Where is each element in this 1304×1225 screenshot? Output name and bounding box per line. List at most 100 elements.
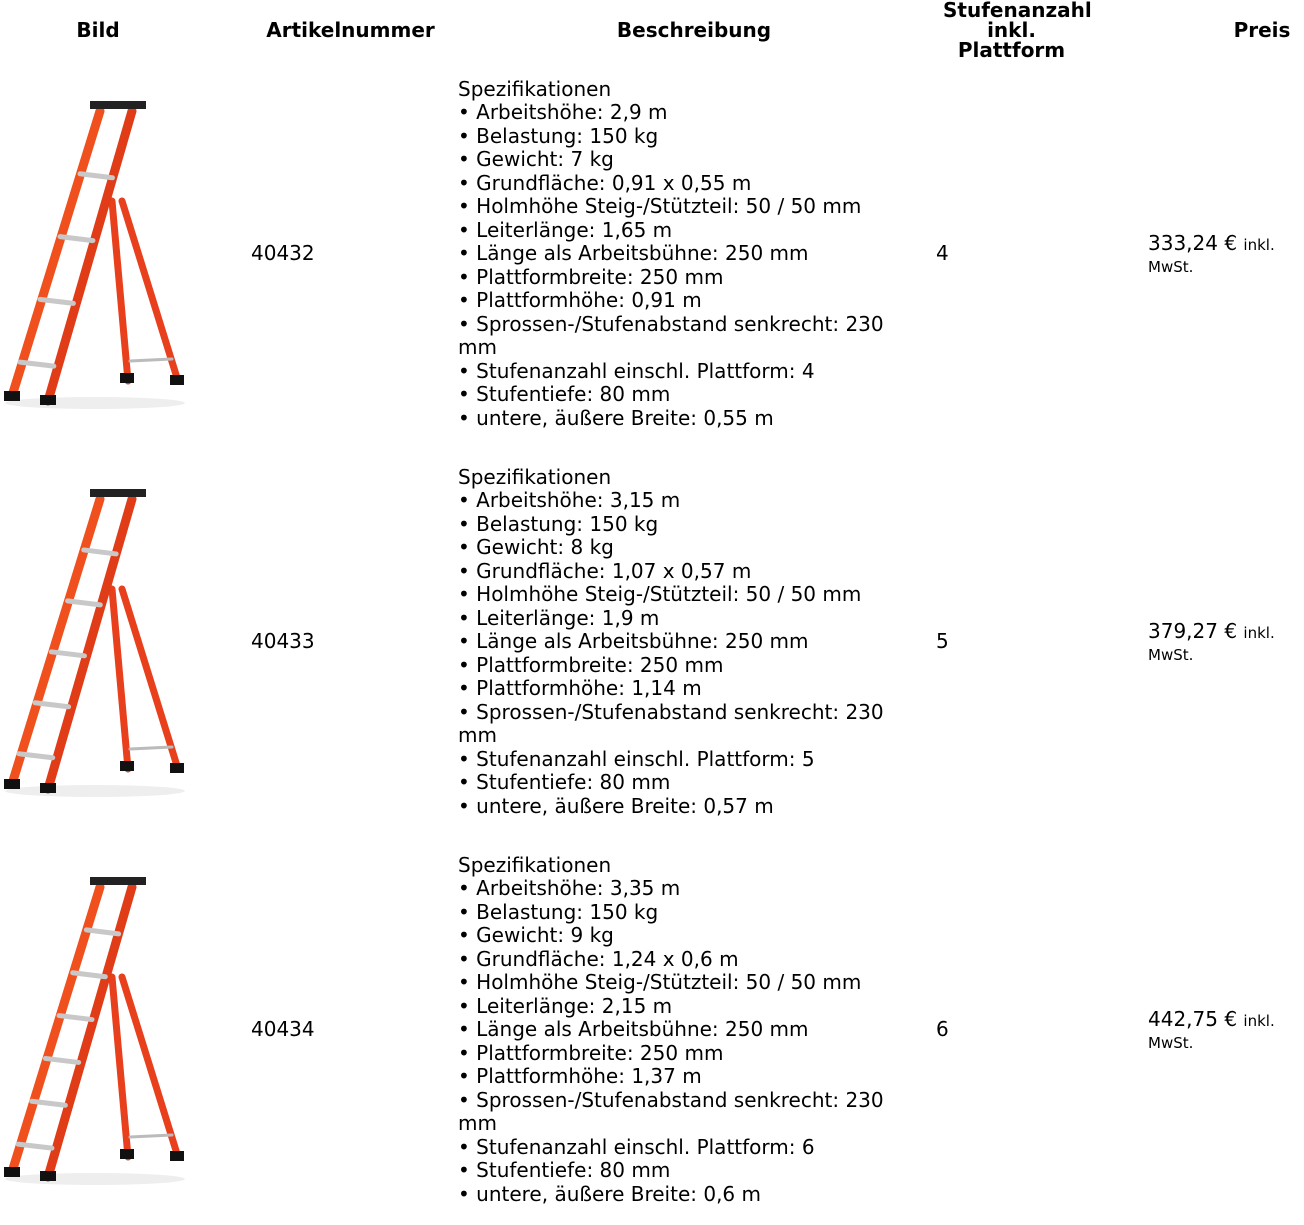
front-rail — [7, 494, 105, 789]
header-cell: Artikelnummer — [266, 18, 435, 42]
spec-item: • Holmhöhe Steig-/Stützteil: 50 / 50 mm — [458, 194, 862, 219]
foot — [170, 375, 184, 386]
price: 442,75 € — [1148, 1007, 1238, 1031]
image-cell — [0, 836, 196, 1224]
description-cell: Spezifikationen • Arbeitshöhe: 3,15 m • Be… — [455, 448, 933, 836]
shadow — [5, 397, 185, 410]
step-count: 5 — [936, 629, 949, 654]
foot — [4, 391, 20, 402]
spec-item: • Gewicht: 8 kg — [458, 535, 614, 560]
steps-cell: 4 — [933, 60, 1140, 448]
article-cell: 40434 — [196, 836, 455, 1224]
foot — [40, 1171, 56, 1182]
spec-heading: Spezifikationen — [458, 76, 612, 101]
spec-item: • Sprossen-/Stufenabstand senkrecht: 230… — [458, 699, 884, 748]
step — [37, 297, 76, 307]
spec-item: • Plattformhöhe: 0,91 m — [458, 288, 702, 313]
description-cell: Spezifikationen • Arbeitshöhe: 2,9 m • Bel… — [455, 60, 933, 448]
foot — [4, 779, 20, 790]
spec-heading: Spezifikationen — [458, 464, 612, 489]
product-row: 40432 Spezifikationen • Arbeitshöhe: 2,9 m… — [0, 60, 1304, 448]
front-rail — [7, 882, 105, 1177]
spec-heading: Spezifikationen — [458, 852, 612, 877]
spec-item: • Arbeitshöhe: 2,9 m — [458, 100, 668, 125]
step-count: 4 — [936, 241, 949, 266]
step — [32, 700, 72, 710]
header-cell: Beschreibung — [616, 18, 772, 42]
image-cell — [0, 60, 196, 448]
foot — [170, 763, 184, 774]
step — [57, 234, 96, 244]
price-note: inkl. MwSt. — [1148, 624, 1275, 664]
spec-item: • Plattformbreite: 250 mm — [458, 264, 724, 289]
brace — [128, 357, 174, 363]
product-image — [4, 489, 185, 798]
front-rail — [43, 106, 137, 406]
price-cell: 333,24 € inkl. MwSt. — [1140, 60, 1304, 448]
article-cell: 40433 — [196, 448, 455, 836]
spec-item: • Stufenanzahl einschl. Plattform: 5 — [458, 746, 815, 771]
brace — [128, 745, 174, 751]
front-rail — [7, 106, 105, 401]
brace — [128, 1133, 174, 1139]
header-cell: Preis — [1233, 18, 1291, 42]
article-cell: 40432 — [196, 60, 455, 448]
spec-item: • Länge als Arbeitsbühne: 250 mm — [458, 1017, 809, 1042]
foot — [120, 373, 134, 384]
foot — [120, 1149, 134, 1160]
spec-item: • Plattformhöhe: 1,37 m — [458, 1064, 702, 1089]
spec-item: • Leiterlänge: 1,65 m — [458, 217, 673, 242]
platform — [90, 101, 146, 110]
spec-item: • Plattformhöhe: 1,14 m — [458, 676, 702, 701]
platform — [90, 877, 146, 886]
spec-item: • Belastung: 150 kg — [458, 899, 659, 924]
price-cell: 379,27 € inkl. MwSt. — [1140, 448, 1304, 836]
foot — [40, 783, 56, 794]
price-note: inkl. MwSt. — [1148, 236, 1275, 276]
price-note: inkl. MwSt. — [1148, 1012, 1275, 1052]
step — [56, 1013, 95, 1023]
spec-item: • Länge als Arbeitsbühne: 250 mm — [458, 629, 809, 654]
spec-item: • Stufenanzahl einschl. Plattform: 6 — [458, 1134, 815, 1159]
front-rail — [43, 494, 137, 794]
spec-item: • Gewicht: 7 kg — [458, 147, 614, 172]
spec-item: • Holmhöhe Steig-/Stützteil: 50 / 50 mm — [458, 970, 862, 995]
foot — [120, 761, 134, 772]
article-number: 40432 — [251, 241, 315, 266]
rear-rail — [108, 973, 132, 1161]
spec-item: • Holmhöhe Steig-/Stützteil: 50 / 50 mm — [458, 582, 862, 607]
spec-item: • Stufentiefe: 80 mm — [458, 382, 671, 407]
step — [81, 547, 119, 557]
shadow — [5, 785, 185, 798]
spec-item: • Grundfläche: 1,24 x 0,6 m — [458, 946, 739, 971]
spec-item: • untere, äußere Breite: 0,55 m — [458, 405, 774, 430]
spec-item: • Länge als Arbeitsbühne: 250 mm — [458, 241, 809, 266]
step — [83, 927, 122, 937]
step — [16, 751, 56, 761]
step — [17, 359, 57, 369]
spec-item: • Grundfläche: 1,07 x 0,57 m — [458, 558, 752, 583]
platform — [90, 489, 146, 498]
step — [65, 598, 103, 608]
article-number: 40433 — [251, 629, 315, 654]
step — [15, 1141, 55, 1151]
rear-rail — [118, 585, 182, 773]
header-row: Bild Artikelnummer Beschreibung Stufenan… — [0, 0, 1304, 60]
spec-item: • Sprossen-/Stufenabstand senkrecht: 230… — [458, 1087, 884, 1136]
rear-rail — [108, 585, 132, 773]
spec-item: • Belastung: 150 kg — [458, 123, 659, 148]
rear-rail — [108, 197, 132, 385]
step-count: 6 — [936, 1017, 949, 1042]
product-image — [4, 101, 185, 410]
table-body: 40432 Spezifikationen • Arbeitshöhe: 2,9 m… — [0, 60, 1304, 1224]
step — [48, 649, 87, 659]
spec-item: • Gewicht: 9 kg — [458, 923, 614, 948]
header-cell: Bild — [76, 18, 120, 42]
foot — [170, 1151, 184, 1162]
rear-rail — [118, 197, 182, 385]
foot — [40, 395, 56, 406]
spec-item: • Plattformbreite: 250 mm — [458, 1040, 724, 1065]
spec-item: • Arbeitshöhe: 3,15 m — [458, 488, 681, 513]
description-cell: Spezifikationen • Arbeitshöhe: 3,35 m • Be… — [455, 836, 933, 1224]
